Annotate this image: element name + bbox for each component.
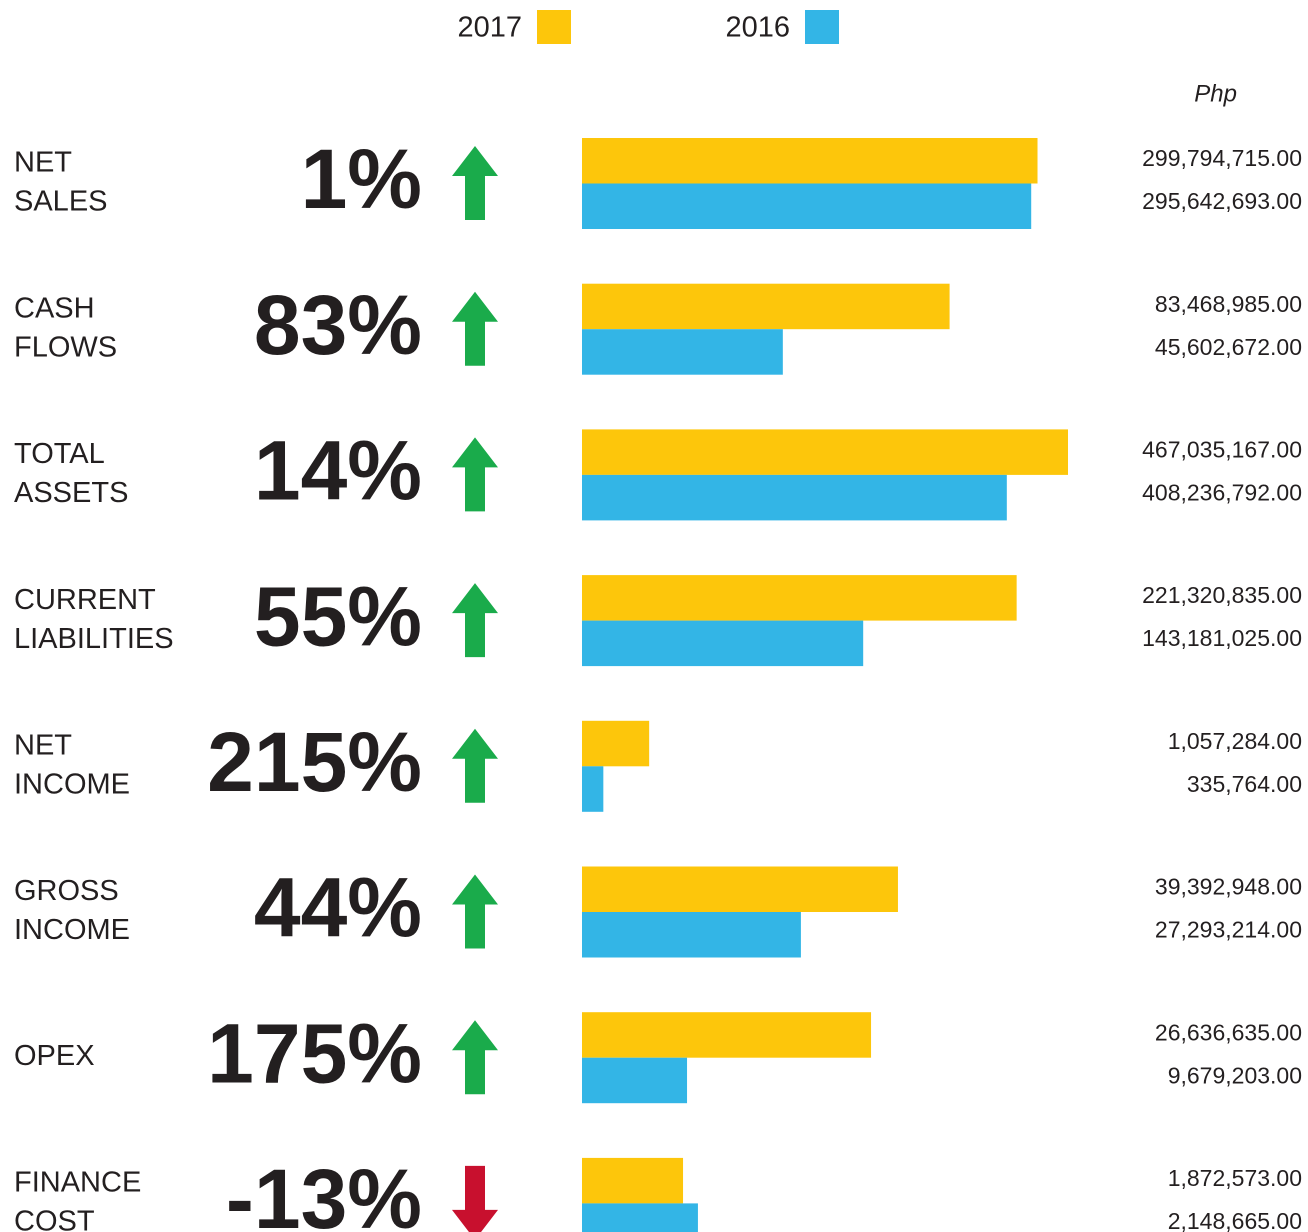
arrow-up bbox=[452, 1020, 498, 1095]
value-label: 335,764.00 bbox=[1187, 771, 1302, 797]
row-label: FINANCE bbox=[14, 1167, 141, 1199]
arrow-up bbox=[452, 146, 498, 220]
row-label: OPEX bbox=[14, 1040, 95, 1072]
value-label: 299,794,715.00 bbox=[1142, 145, 1302, 171]
bar bbox=[582, 138, 1038, 184]
bar bbox=[582, 1012, 872, 1058]
row-label: CURRENT bbox=[14, 584, 156, 616]
bar bbox=[582, 620, 864, 667]
row-label: ASSETS bbox=[14, 477, 128, 509]
bar bbox=[582, 283, 950, 330]
value-label: 45,602,672.00 bbox=[1155, 334, 1302, 360]
value-label: 9,679,203.00 bbox=[1168, 1062, 1302, 1088]
arrow-up bbox=[452, 437, 498, 512]
bar bbox=[582, 1203, 698, 1232]
row-label: SALES bbox=[14, 186, 108, 218]
value-label: 221,320,835.00 bbox=[1142, 582, 1302, 608]
bar bbox=[582, 1057, 688, 1104]
value-label: 467,035,167.00 bbox=[1142, 436, 1302, 462]
row-label: GROSS bbox=[14, 875, 119, 907]
value-label: 1,057,284.00 bbox=[1168, 728, 1302, 754]
row-label: INCOME bbox=[14, 768, 130, 800]
arrow-down bbox=[452, 1165, 498, 1232]
row-label: INCOME bbox=[14, 914, 130, 946]
value-label: 408,236,792.00 bbox=[1142, 479, 1302, 505]
bar bbox=[582, 183, 1032, 229]
change-percent: 1% bbox=[301, 132, 422, 226]
bar bbox=[582, 766, 604, 812]
arrow-up bbox=[452, 728, 498, 803]
change-percent: 44% bbox=[254, 861, 422, 955]
arrow-up bbox=[452, 874, 498, 949]
row-label: FLOWS bbox=[14, 331, 117, 363]
bar bbox=[582, 474, 1007, 521]
bar bbox=[582, 720, 650, 767]
bar bbox=[582, 866, 898, 912]
change-percent: 14% bbox=[254, 424, 422, 518]
arrow-up bbox=[452, 291, 498, 366]
row-label: CASH bbox=[14, 292, 95, 324]
value-label: 1,872,573.00 bbox=[1168, 1165, 1302, 1191]
value-label: 26,636,635.00 bbox=[1155, 1019, 1302, 1045]
value-label: 143,181,025.00 bbox=[1142, 625, 1302, 651]
value-label: 83,468,985.00 bbox=[1155, 291, 1302, 317]
value-label: 2,148,665.00 bbox=[1168, 1208, 1302, 1232]
row-label: NET bbox=[14, 147, 72, 179]
row-label: NET bbox=[14, 729, 72, 761]
change-percent: 83% bbox=[254, 278, 422, 372]
bar bbox=[582, 329, 783, 375]
legend-label: 2017 bbox=[457, 12, 522, 44]
legend-label: 2016 bbox=[725, 12, 790, 44]
bar bbox=[582, 1157, 684, 1204]
value-label: 295,642,693.00 bbox=[1142, 188, 1302, 214]
value-label: 27,293,214.00 bbox=[1155, 917, 1302, 943]
bar bbox=[582, 575, 1017, 621]
change-percent: 55% bbox=[254, 569, 422, 663]
bar bbox=[582, 429, 1068, 475]
arrow-up bbox=[452, 583, 498, 658]
unit: Php bbox=[1194, 80, 1237, 107]
row-label: TOTAL bbox=[14, 438, 105, 470]
bar bbox=[582, 912, 801, 958]
change-percent: -13% bbox=[226, 1152, 422, 1232]
change-percent: 215% bbox=[207, 715, 422, 809]
row-label: COST bbox=[14, 1206, 95, 1232]
change-percent: 175% bbox=[207, 1006, 422, 1100]
value-label: 39,392,948.00 bbox=[1155, 874, 1302, 900]
legend-swatch bbox=[537, 10, 571, 44]
legend-swatch bbox=[805, 10, 839, 44]
row-label: LIABILITIES bbox=[14, 623, 174, 655]
